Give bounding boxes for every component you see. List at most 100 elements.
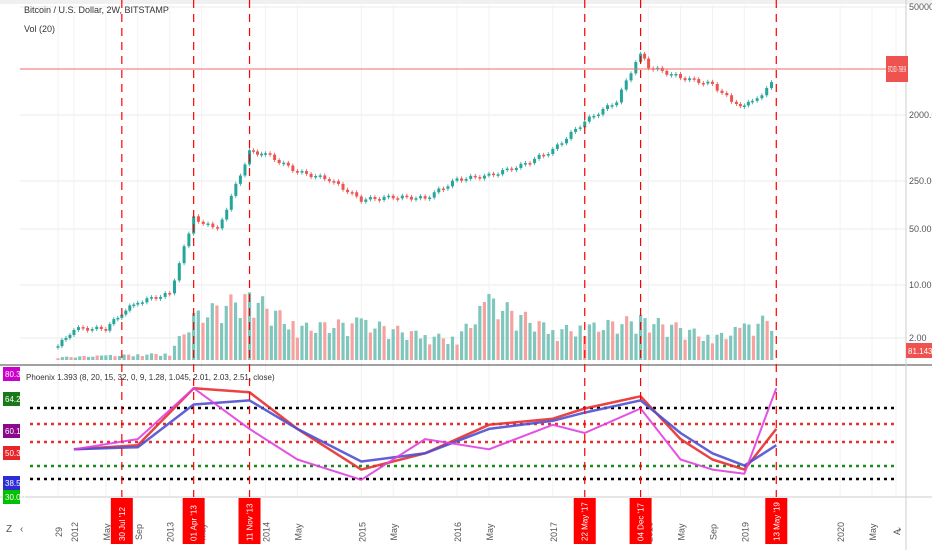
volume-bar [441,338,445,360]
candle-body [679,73,683,79]
candle-body [132,304,136,307]
candle-body [706,81,710,84]
candle-body [546,154,550,156]
volume-bar [670,324,674,360]
oscillator-badge [3,446,20,460]
date-flag-box [765,498,788,544]
price-tick-label: 50000.00 [909,2,932,12]
candle-body [428,197,432,200]
candle-body [665,70,669,75]
candle-body [692,78,696,80]
candle-body [327,179,331,182]
volume-bar [665,336,669,360]
volume-bar [450,336,455,360]
zoom-toggle[interactable]: Z [6,524,12,535]
candle-body [273,154,277,160]
price-tick-label: 250.00 [909,176,932,186]
candle-body [742,105,746,107]
candle-body [469,175,473,179]
oscillator-badges: 80.34 64.22 60.15 50.38 38.52 30.00 [3,367,26,504]
volume-bar [583,335,587,360]
volume-bar [615,333,619,360]
volume-bar [487,293,491,360]
candle-body [555,144,559,149]
volume-bar [459,331,464,360]
candle-body [615,102,619,106]
candle-body [387,195,391,198]
candle-body [583,121,587,128]
volume-bar [69,357,73,360]
volume-bar [473,324,477,360]
candle-body [629,73,633,81]
volume-bar [546,333,550,360]
candle-body [145,298,149,303]
volume-bar [314,332,318,360]
volume-bar [560,329,564,360]
volume-bar [256,302,260,360]
oscillator-line-magenta [73,387,778,481]
oscillator-badge [3,490,20,504]
candle-body [464,178,468,181]
time-tick-label: A [892,529,902,535]
volume-bar [719,332,724,360]
candle-body [437,188,441,193]
volume-bar [437,333,441,360]
candle-body [128,305,132,311]
candle-body [414,198,418,200]
volume-bar [756,323,760,360]
date-flag-label: 22 May '17 [581,502,590,541]
volume-bar [652,324,656,360]
volume-bar [336,319,341,360]
candle-body [187,233,191,247]
candle-body [674,73,678,76]
price-tick-label: 2.00 [909,333,927,343]
date-flag-label: 04 Dec '17 [637,502,646,541]
volume-bar [219,323,224,360]
time-tick-label: 2013 [166,522,176,542]
volume-bar [569,331,573,360]
volume-bar [278,310,282,360]
oscillator-badge-label: 80.34 [5,370,26,379]
volume-bar [446,344,450,360]
candle-body [238,175,242,184]
price-axis[interactable]: 50000.00 2000.00 250.00 50.00 10.00 2.00 [909,2,932,343]
volume-bar [432,336,436,360]
candle-body [341,183,345,190]
volume-bar [318,322,322,360]
oscillator-lines [73,386,778,481]
candle-body [364,199,368,202]
volume-bar [501,310,505,360]
scroll-left-button[interactable]: ‹ [20,524,23,535]
time-tick-label: 2015 [357,522,367,542]
volume-bar [578,325,582,360]
volume-bar [355,317,359,360]
candle-body [286,162,290,166]
candle-body [569,131,573,139]
volume-bar [382,326,386,360]
volume-bar [187,332,191,360]
volume-bar [491,298,496,360]
volume-bar [341,322,345,360]
volume-bar [345,336,350,360]
candle-body [263,153,267,155]
oscillator-badge-label: 38.52 [5,479,26,488]
volume-bar [269,325,273,360]
date-flag-label: 11 Nov '13 [246,503,255,541]
candle-body [314,175,318,178]
volume-bar [282,323,286,360]
volume-bar [715,334,719,360]
volume-bar [701,340,705,360]
volume-bar [751,335,756,360]
volume-bar [532,331,537,360]
candle-body [173,280,177,294]
volume-bar [140,356,144,360]
candle-body [634,62,638,74]
time-tick-label: 2020 [836,522,846,542]
candle-body [725,92,729,96]
scroll-right-button[interactable]: › [898,524,901,535]
candle-body [182,246,186,264]
volume-bar [697,336,701,360]
volume-bar [510,310,514,360]
